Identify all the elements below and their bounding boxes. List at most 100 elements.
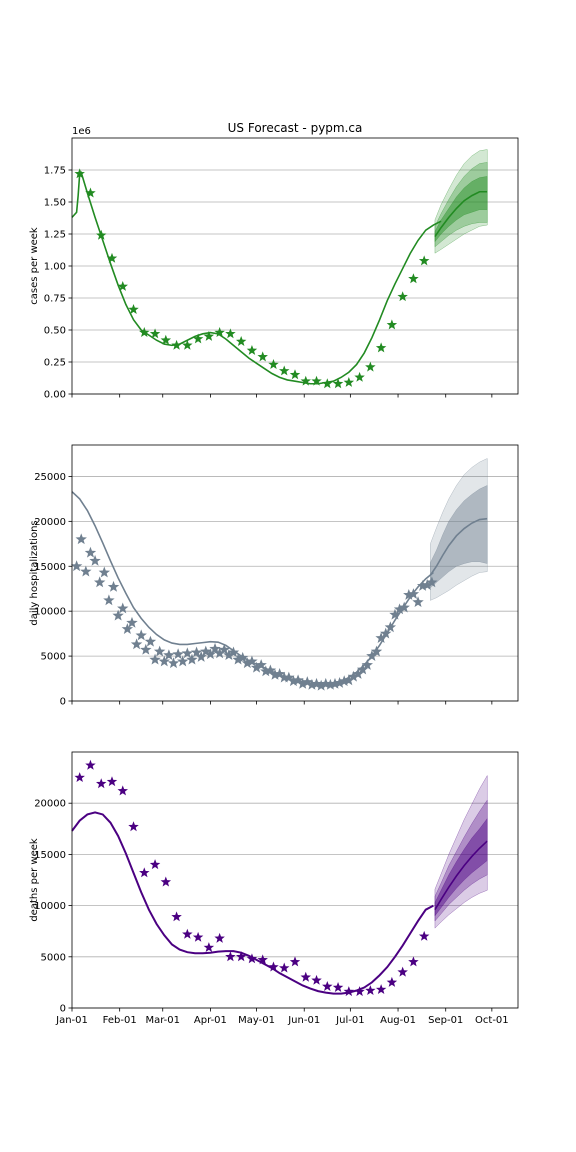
observed-point	[186, 653, 198, 665]
cases-panel: 0.00 0.25 0.50 0.75 1.00 1.25 1.50 1.75 cases pe…	[29, 126, 519, 401]
observed-point	[192, 333, 204, 344]
observed-point	[203, 330, 215, 341]
observed-point	[279, 365, 290, 376]
observed-point	[74, 772, 85, 783]
observed-point	[204, 648, 217, 660]
observed-point	[386, 976, 398, 987]
observed-point	[324, 678, 337, 690]
observed-point	[84, 546, 97, 558]
observed-point	[343, 376, 355, 387]
observed-point	[235, 951, 247, 962]
observed-point	[213, 647, 226, 659]
y-tick-label: 20000	[34, 799, 66, 810]
x-tick-label: Jan-01	[55, 1015, 88, 1026]
observed-point	[246, 953, 258, 964]
observed-point	[149, 328, 161, 339]
y-tick-label: 15000	[34, 562, 66, 573]
observed-point	[241, 657, 254, 669]
observed-point	[397, 966, 408, 977]
hospitalizations-panel: 0 5000 10000 15000 20000 25000 daily hospitali…	[29, 444, 519, 708]
observed-point	[80, 565, 92, 577]
observed-point	[289, 369, 301, 380]
observed-point	[389, 608, 401, 620]
y-tick-label: 1.50	[44, 198, 66, 209]
observed-point	[85, 187, 96, 198]
observed-point	[365, 985, 376, 996]
observed-point	[418, 930, 430, 941]
x-tick-label: Mar-01	[145, 1015, 180, 1026]
observed-point	[177, 655, 189, 667]
observed-point	[264, 664, 277, 676]
observed-point	[107, 580, 120, 592]
observed-point	[257, 351, 268, 362]
observed-point	[235, 336, 247, 346]
observed-point	[195, 650, 207, 662]
observed-point	[329, 677, 341, 689]
plot-frame	[71, 444, 519, 702]
y-axis-label: deaths per week	[29, 838, 40, 922]
observed-point	[135, 629, 147, 641]
observed-point	[332, 982, 344, 992]
y-tick-label: 1.75	[44, 166, 66, 177]
y-tick-label: 0.75	[44, 294, 66, 305]
observed-point	[398, 601, 410, 613]
observed-point	[246, 655, 258, 667]
model-line	[71, 171, 442, 385]
x-tick-label: Aug-01	[380, 1015, 416, 1026]
observed-point	[160, 334, 172, 345]
observed-point	[171, 911, 182, 922]
y-axis-label: cases per week	[29, 227, 40, 305]
observed-point	[130, 638, 143, 650]
observed-point	[103, 594, 115, 606]
observed-point	[95, 229, 107, 240]
observed-point	[70, 560, 83, 572]
observed-point	[393, 603, 406, 615]
observed-point	[289, 956, 301, 967]
observed-point	[117, 602, 129, 614]
observed-point	[292, 674, 304, 686]
observed-point	[237, 651, 249, 663]
model-line	[71, 811, 434, 995]
observed-point	[117, 280, 128, 291]
observed-point	[347, 670, 360, 682]
axis-offset-label: 1e6	[72, 126, 91, 137]
y-tick-label: 0.00	[44, 390, 66, 401]
observed-point	[89, 554, 101, 566]
observed-point	[356, 663, 369, 675]
observed-point	[352, 668, 364, 679]
observed-point	[214, 932, 225, 943]
observed-point	[218, 643, 230, 655]
observed-point	[375, 342, 387, 353]
observed-point	[149, 653, 161, 665]
observed-point	[333, 677, 346, 688]
deaths-panel: 0 5000 10000 15000 20000 Jan-01 Feb-01 Mar-01 Ap…	[29, 751, 519, 1026]
y-tick-label: 10000	[34, 901, 66, 912]
observed-point	[287, 675, 300, 687]
observed-point	[403, 589, 415, 600]
observed-point	[412, 596, 424, 608]
observed-point	[139, 327, 150, 338]
y-tick-label: 1.00	[44, 262, 66, 273]
observed-point	[322, 981, 333, 991]
forecast-median-line	[434, 190, 488, 238]
observed-point	[171, 339, 182, 350]
forecast-band	[430, 485, 488, 589]
observed-point	[153, 645, 166, 657]
observed-point	[322, 378, 333, 389]
observed-point	[380, 627, 392, 639]
observed-point	[126, 616, 138, 628]
observed-point	[273, 668, 286, 679]
x-tick-label: Sep-01	[428, 1015, 463, 1026]
y-tick-label: 0.50	[44, 326, 66, 337]
x-tick-label: Jun-01	[287, 1015, 320, 1026]
observed-point	[408, 956, 419, 967]
observed-point	[300, 971, 311, 982]
forecast-median-line	[434, 840, 488, 911]
observed-point	[128, 304, 139, 314]
observed-point	[214, 327, 225, 338]
forecast-band	[434, 817, 488, 917]
observed-point	[268, 359, 279, 370]
observed-point	[311, 375, 322, 386]
observed-point	[332, 378, 344, 389]
